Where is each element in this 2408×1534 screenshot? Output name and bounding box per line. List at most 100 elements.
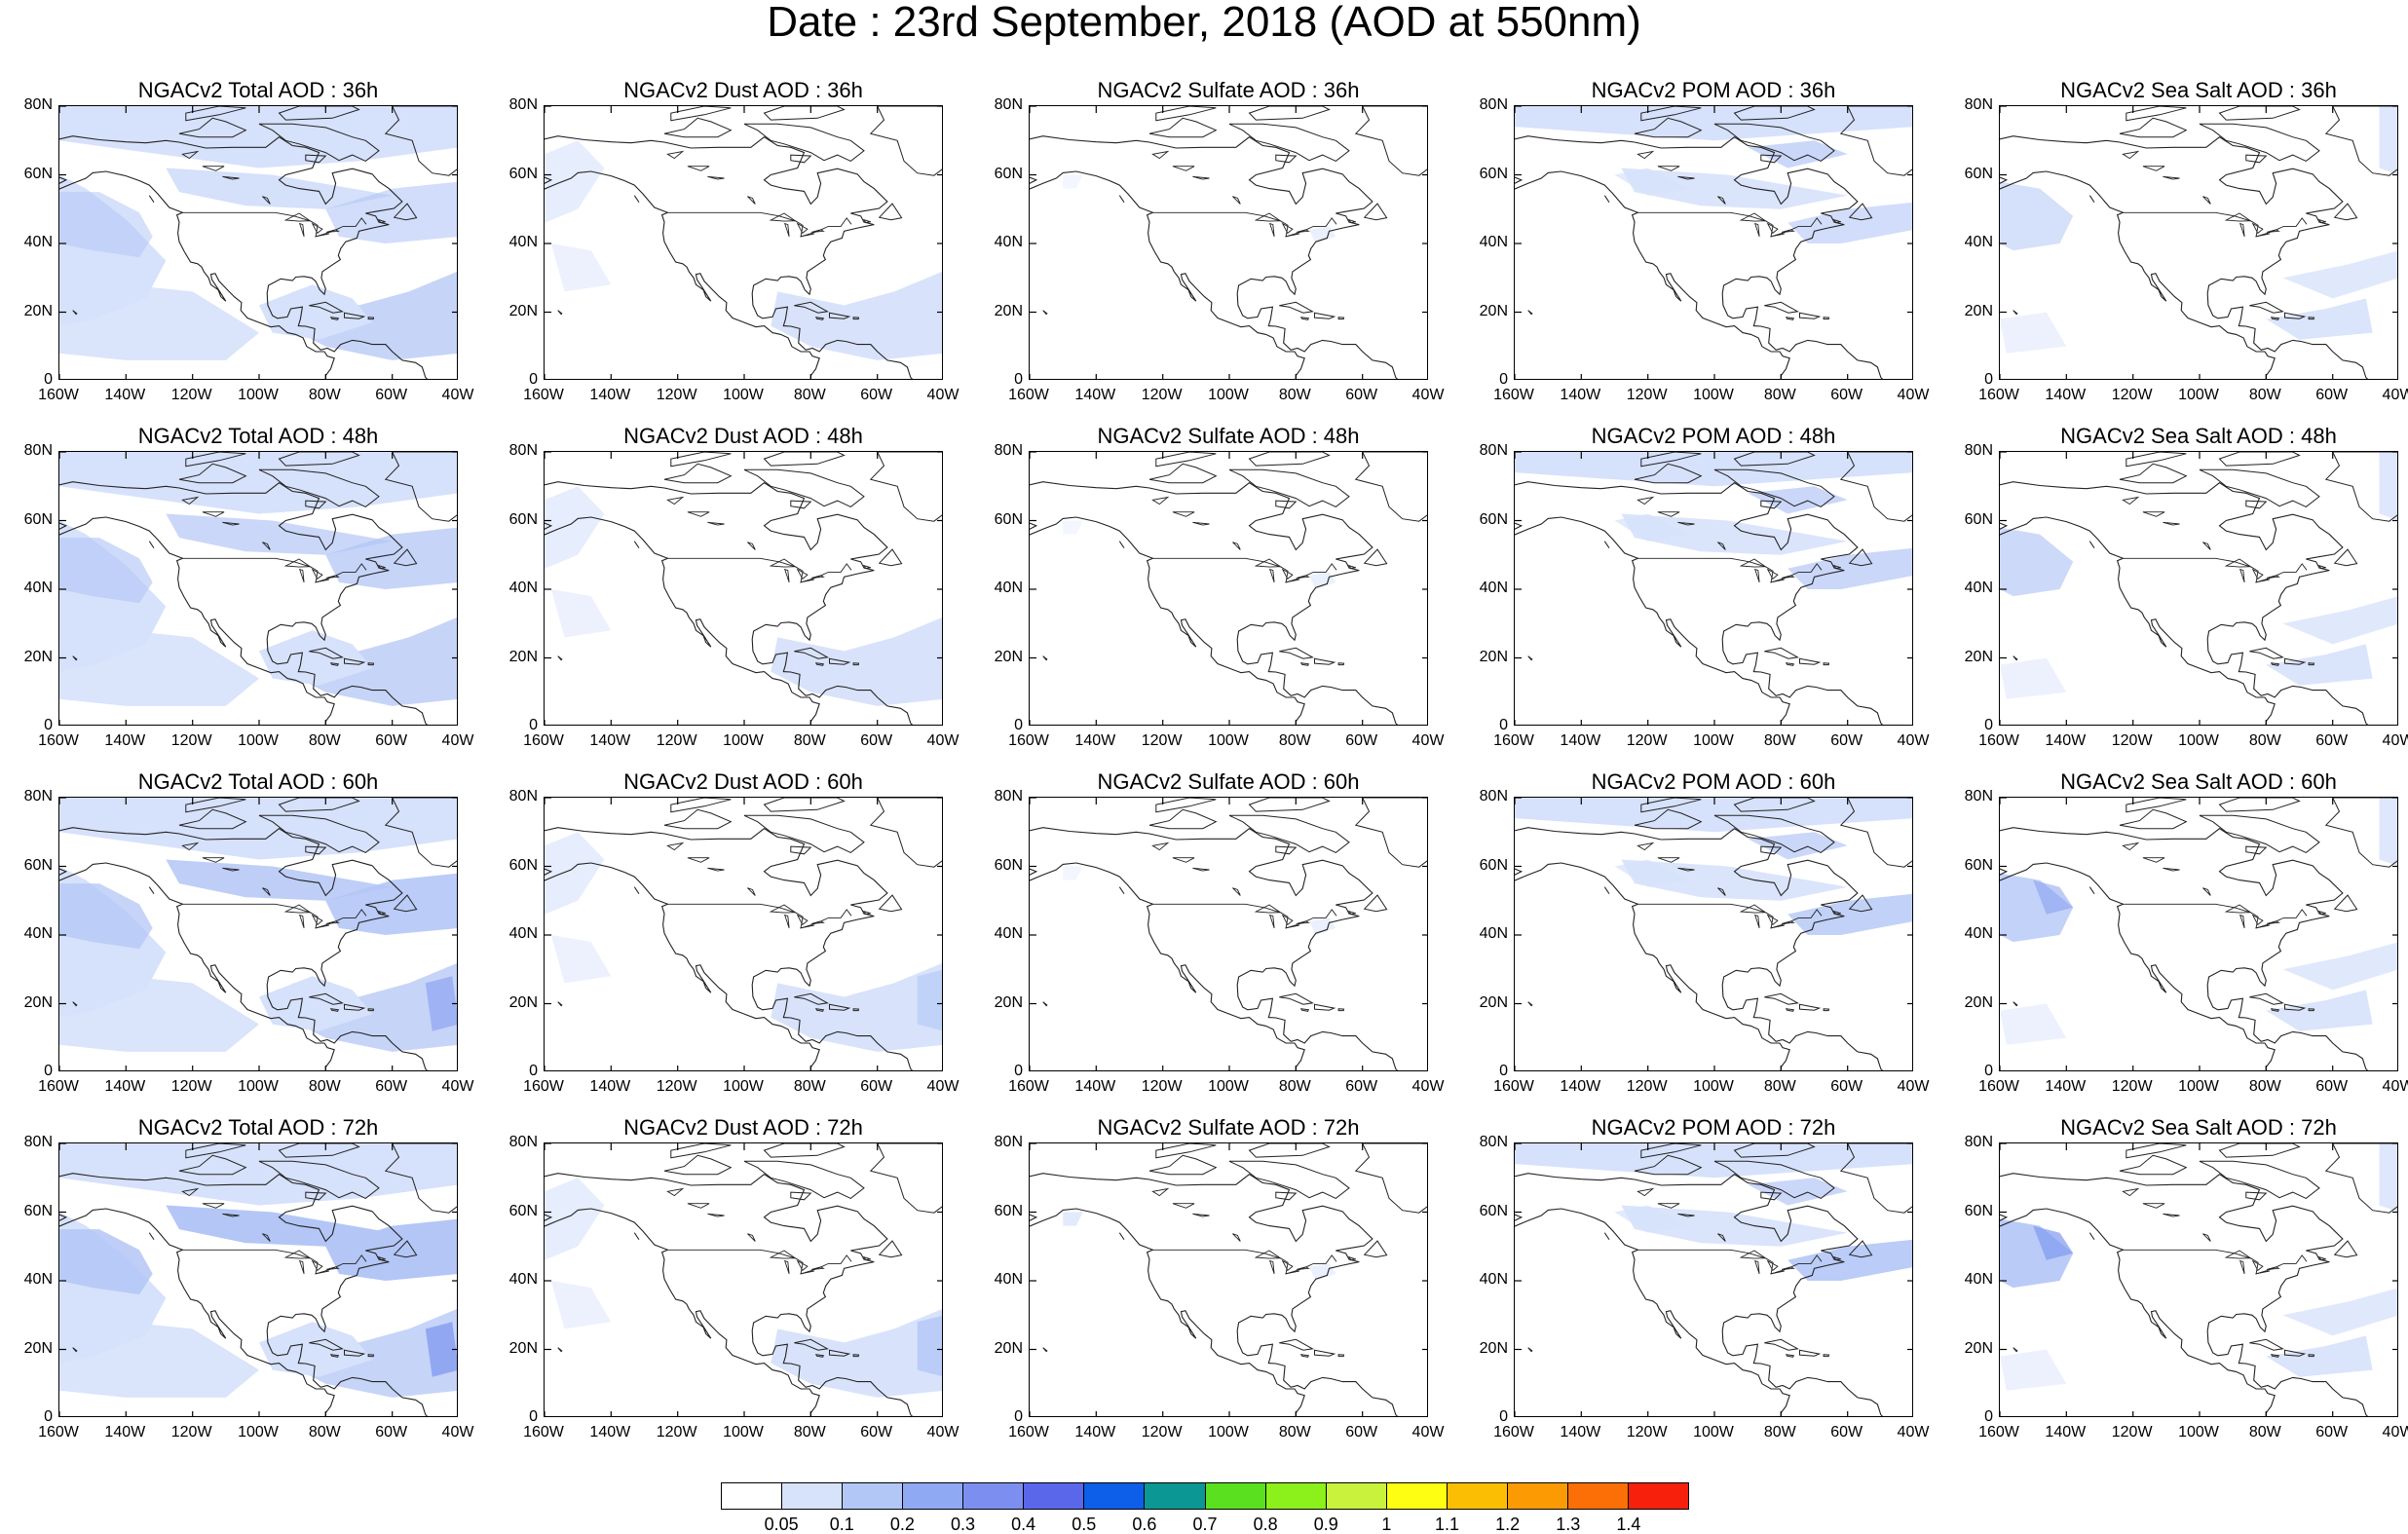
- lake-outline: [707, 1213, 725, 1217]
- island-outline: [305, 845, 327, 855]
- aod-plume: [771, 617, 942, 706]
- island-outline: [393, 548, 418, 567]
- island-outline: [1640, 452, 1702, 468]
- island-outline: [2333, 1240, 2358, 1258]
- panel-title: NGACv2 POM AOD : 36h: [1591, 78, 1836, 102]
- island-outline: [1042, 310, 1048, 316]
- lat-tick-label: 0: [1984, 717, 1993, 733]
- lon-tick-label: 160W: [38, 1424, 79, 1440]
- lake-outline: [769, 904, 797, 914]
- panel-title: NGACv2 Sea Salt AOD : 36h: [2060, 78, 2337, 102]
- island-outline: [663, 117, 733, 138]
- aod-plume: [771, 1309, 942, 1398]
- island-outline: [344, 1349, 366, 1357]
- lake-outline: [1781, 229, 1795, 233]
- island-outline: [329, 1008, 340, 1012]
- lake-outline: [325, 575, 340, 579]
- lake-outline: [2163, 867, 2180, 872]
- lon-tick-label: 60W: [375, 1078, 408, 1095]
- colorbar: [721, 1482, 1689, 1510]
- lake-outline: [666, 496, 685, 505]
- aod-plume: [545, 1178, 605, 1260]
- lake-outline: [2255, 924, 2270, 929]
- island-outline: [1785, 1354, 1795, 1358]
- island-outline: [1713, 123, 1835, 162]
- colorbar-swatch: [1024, 1483, 1085, 1509]
- lake-outline: [2224, 904, 2252, 914]
- map-panel-dust-72h: NGACv2 Dust AOD : 72h 80N 60N 40N 20N 0 160W 14…: [495, 1113, 959, 1456]
- lon-tick-label: 120W: [1626, 1424, 1668, 1440]
- lon-tick-label: 120W: [2111, 1424, 2153, 1440]
- lat-tick-label: 0: [44, 1063, 53, 1079]
- lon-tick-label: 100W: [1693, 387, 1734, 403]
- panel-title: NGACv2 Total AOD : 72h: [137, 1115, 379, 1140]
- island-outline: [2199, 814, 2320, 853]
- coastline: [1030, 1173, 1399, 1416]
- island-outline: [862, 1255, 871, 1261]
- island-outline: [258, 814, 380, 853]
- lake-outline: [1717, 1233, 1726, 1242]
- island-outline: [869, 452, 942, 522]
- lake-outline: [810, 920, 825, 924]
- lat-tick-label: 0: [1499, 1063, 1508, 1079]
- lat-tick-label: 40N: [1479, 580, 1508, 596]
- island-outline: [557, 1347, 563, 1353]
- island-outline: [1764, 992, 1799, 1005]
- lon-tick-label: 140W: [2045, 732, 2087, 749]
- lat-tick-label: 80N: [23, 442, 53, 459]
- lat-tick-label: 40N: [994, 1271, 1023, 1288]
- lat-tick-label: 80N: [994, 1134, 1023, 1150]
- island-outline: [2324, 1143, 2397, 1214]
- panel-title: NGACv2 POM AOD : 60h: [1591, 769, 1836, 794]
- colorbar-swatch: [1205, 1483, 1266, 1509]
- island-outline: [1760, 500, 1783, 509]
- lon-tick-label: 100W: [1693, 1424, 1734, 1440]
- map-frame: [1029, 451, 1428, 726]
- island-outline: [1347, 564, 1356, 570]
- lake-outline: [1677, 867, 1695, 872]
- lake-outline: [2266, 920, 2280, 924]
- aod-plume: [285, 272, 457, 360]
- island-outline: [1603, 886, 1610, 894]
- lake-outline: [202, 857, 225, 863]
- lake-outline: [283, 904, 312, 914]
- lon-tick-label: 140W: [589, 732, 631, 749]
- lat-tick-label: 60N: [1479, 1202, 1508, 1219]
- lake-outline: [2239, 568, 2245, 583]
- panel-title: NGACv2 POM AOD : 48h: [1591, 424, 1836, 448]
- aod-plume: [917, 969, 942, 1031]
- us-canada-border: [1152, 211, 1337, 238]
- coastline: [1030, 170, 1305, 379]
- island-outline: [790, 500, 812, 509]
- lat-tick-label: 20N: [1964, 302, 1993, 319]
- lon-tick-label: 60W: [1830, 1078, 1863, 1095]
- lake-outline: [796, 568, 809, 580]
- island-outline: [1640, 798, 1702, 813]
- aod-plume: [1614, 859, 1688, 887]
- lat-tick-label: 0: [1014, 1408, 1023, 1425]
- lat-tick-label: 40N: [23, 234, 53, 250]
- colorbar-tick-label: 0.05: [764, 1515, 799, 1534]
- colorbar-tick-label: 1.1: [1434, 1515, 1460, 1534]
- lon-tick-label: 120W: [2111, 732, 2153, 749]
- lake-outline: [707, 175, 725, 180]
- lon-tick-label: 140W: [1560, 732, 1601, 749]
- aod-plume: [59, 278, 259, 360]
- map-panel-dust-48h: NGACv2 Dust AOD : 48h 80N 60N 40N 20N 0 160W 14…: [495, 422, 959, 765]
- lake-outline: [1753, 568, 1760, 583]
- lake-outline: [222, 1213, 240, 1217]
- lon-tick-label: 40W: [441, 387, 474, 403]
- lat-tick-label: 20N: [994, 993, 1023, 1011]
- island-outline: [367, 1354, 375, 1358]
- colorbar-tick-label: 0.2: [889, 1515, 915, 1534]
- us-canada-border: [1152, 557, 1337, 583]
- lat-tick-label: 0: [1984, 371, 1993, 388]
- lon-tick-label: 40W: [2382, 387, 2408, 403]
- island-outline: [1764, 647, 1799, 659]
- coastline: [1030, 827, 1399, 1070]
- island-outline: [329, 1354, 340, 1358]
- lat-tick-label: 40N: [23, 1271, 53, 1288]
- lake-outline: [1739, 904, 1767, 914]
- island-outline: [1839, 1143, 1912, 1214]
- lon-tick-label: 140W: [589, 387, 631, 403]
